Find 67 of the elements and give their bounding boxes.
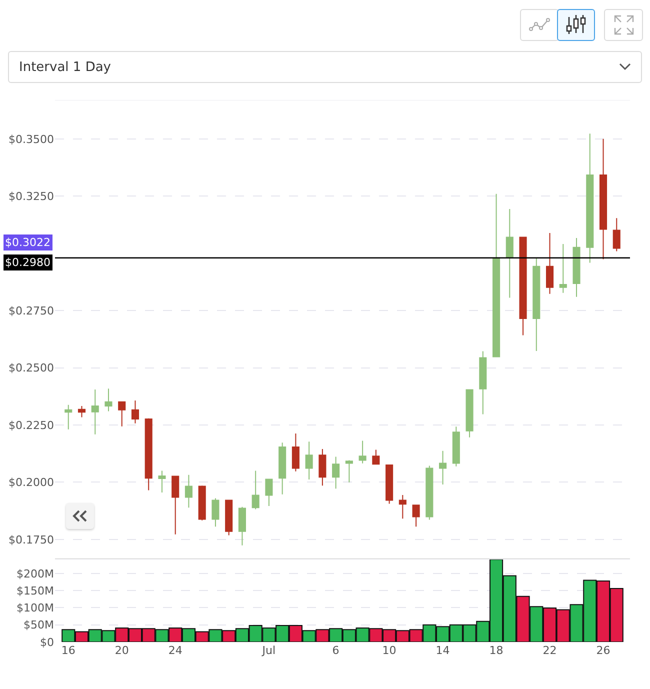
y-tick-label: $0.3250 xyxy=(8,190,54,203)
candlestick xyxy=(479,350,487,415)
candlestick xyxy=(305,441,313,480)
candlestick xyxy=(184,474,192,508)
x-tick-label: 20 xyxy=(114,644,129,657)
text: $0.3022 xyxy=(5,236,50,249)
candlestick xyxy=(104,388,112,412)
y-tick-label: $0 xyxy=(40,636,54,649)
candlestick xyxy=(506,208,514,298)
y-tick-label: $0.1750 xyxy=(8,533,54,546)
candlestick xyxy=(519,236,527,336)
y-tick-label: $0.2500 xyxy=(8,362,54,375)
x-tick-label: 10 xyxy=(382,644,396,657)
candlestick xyxy=(318,448,326,486)
candlestick xyxy=(532,256,540,352)
candlestick xyxy=(212,498,220,528)
candlestick xyxy=(278,442,286,495)
y-tick-label: $0.2750 xyxy=(8,304,54,318)
x-tick-label: 22 xyxy=(542,644,557,657)
candlestick xyxy=(144,418,152,491)
candlestick xyxy=(546,232,554,294)
y-tick-label: $50M xyxy=(24,618,54,632)
candlestick xyxy=(158,470,166,493)
candlestick xyxy=(559,243,567,294)
candlestick xyxy=(372,449,380,465)
y-tick-label: $0.2000 xyxy=(8,476,54,490)
candlestick xyxy=(439,450,447,485)
candlestick xyxy=(91,389,99,435)
candlestick xyxy=(78,405,86,418)
candlestick xyxy=(398,494,406,520)
candlestick xyxy=(599,138,608,260)
candlestick xyxy=(292,432,300,472)
y-tick-label: $100M xyxy=(16,602,54,615)
candlestick xyxy=(386,464,394,504)
candlestick xyxy=(492,193,500,358)
candlestick xyxy=(466,389,474,438)
y-tick-label: $0.3500 xyxy=(8,132,54,146)
x-tick-label: 26 xyxy=(596,644,610,657)
candlestick xyxy=(238,506,246,546)
candlestick xyxy=(131,400,140,424)
y-tick-label: $150M xyxy=(16,584,54,598)
candlestick xyxy=(572,238,580,298)
candlestick xyxy=(118,401,126,427)
x-tick-label: 14 xyxy=(436,644,450,657)
interval-dropdown: Interval 1 Day xyxy=(8,51,642,83)
candlestick xyxy=(452,426,460,467)
candlestick xyxy=(332,456,340,490)
candlestick xyxy=(64,404,72,430)
candlestick xyxy=(345,460,353,483)
candlestick xyxy=(358,440,366,464)
candlestick xyxy=(265,478,273,506)
candlestick xyxy=(612,218,620,252)
x-tick-label: 6 xyxy=(332,644,340,657)
x-tick-label: 24 xyxy=(168,644,182,657)
candlestick xyxy=(225,500,233,536)
candlestick xyxy=(252,470,260,510)
candlestick xyxy=(412,504,420,528)
candlestick xyxy=(172,476,180,535)
candlestick xyxy=(426,465,434,520)
x-tick-label: 16 xyxy=(61,644,76,657)
x-tick-label: Jul xyxy=(261,644,276,657)
y-tick-label: $0.2250 xyxy=(8,418,54,432)
x-tick-label: 18 xyxy=(489,644,504,657)
y-tick-label: $200M xyxy=(16,567,54,580)
candlestick xyxy=(586,133,594,264)
candlestick xyxy=(198,485,206,521)
ref-line-label: $0.2980 xyxy=(5,256,50,269)
